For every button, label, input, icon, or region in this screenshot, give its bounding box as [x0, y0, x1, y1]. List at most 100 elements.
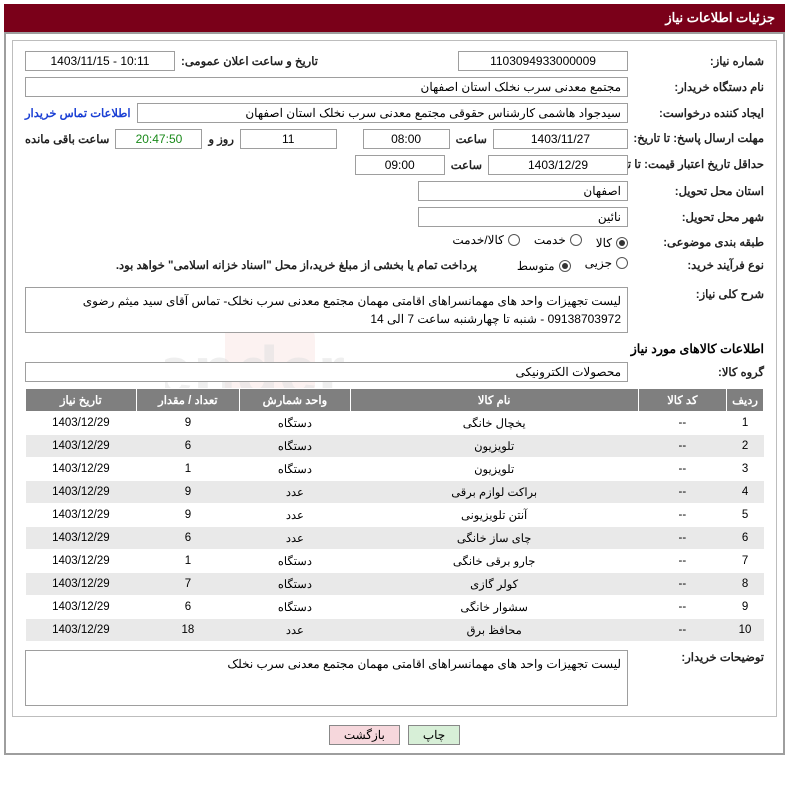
table-cell: 4	[727, 481, 764, 504]
subject-radio-option[interactable]: کالا	[596, 236, 628, 250]
table-cell: چای ساز خانگی	[350, 527, 638, 550]
table-row: 8--کولر گازیدستگاه71403/12/29	[26, 573, 764, 596]
table-cell: عدد	[240, 619, 351, 642]
table-cell: سشوار خانگی	[350, 596, 638, 619]
table-cell: جارو برقی خانگی	[350, 550, 638, 573]
table-cell: عدد	[240, 481, 351, 504]
label-requester: ایجاد کننده درخواست:	[634, 106, 764, 120]
table-cell: تلویزیون	[350, 435, 638, 458]
field-announce-dt: 1403/11/15 - 10:11	[25, 51, 175, 71]
subject-radio-option[interactable]: خدمت	[534, 233, 582, 247]
table-cell: --	[638, 596, 727, 619]
label-goods-group: گروه کالا:	[634, 365, 764, 379]
payment-note: پرداخت تمام یا بخشی از مبلغ خرید،از محل …	[116, 258, 477, 272]
table-cell: 6	[136, 596, 239, 619]
table-cell: 6	[727, 527, 764, 550]
field-reply-days: 11	[240, 129, 337, 149]
table-cell: 18	[136, 619, 239, 642]
table-cell: عدد	[240, 504, 351, 527]
buyer-contact-link[interactable]: اطلاعات تماس خریدار	[25, 106, 131, 120]
radio-label: جزیی	[585, 256, 612, 270]
table-cell: براکت لوازم برقی	[350, 481, 638, 504]
table-cell: 1403/12/29	[26, 458, 137, 481]
table-cell: آنتن تلویزیونی	[350, 504, 638, 527]
label-purchase-type: نوع فرآیند خرید:	[634, 258, 764, 272]
label-delivery-prov: استان محل تحویل:	[634, 184, 764, 198]
table-cell: 1	[727, 412, 764, 435]
field-goods-group: محصولات الکترونیکی	[25, 362, 628, 382]
section-goods-info: اطلاعات کالاهای مورد نیاز	[25, 341, 764, 356]
label-reply-deadline: مهلت ارسال پاسخ: تا تاریخ:	[634, 132, 764, 147]
table-row: 4--براکت لوازم برقیعدد91403/12/29	[26, 481, 764, 504]
table-cell: 1	[136, 458, 239, 481]
field-requester: سیدجواد هاشمی کارشناس حقوقی مجتمع معدنی …	[137, 103, 628, 123]
table-header-cell: تاریخ نیاز	[26, 389, 137, 412]
radio-label: خدمت	[534, 233, 566, 247]
table-cell: کولر گازی	[350, 573, 638, 596]
radio-icon	[616, 237, 628, 249]
table-cell: --	[638, 619, 727, 642]
table-cell: 1403/12/29	[26, 550, 137, 573]
radio-label: کالا	[596, 236, 612, 250]
table-cell: 1403/12/29	[26, 619, 137, 642]
table-header-cell: ردیف	[727, 389, 764, 412]
table-cell: --	[638, 504, 727, 527]
radio-label: متوسط	[517, 259, 555, 273]
table-cell: دستگاه	[240, 458, 351, 481]
label-time1: ساعت	[456, 132, 487, 146]
field-general-desc: لیست تجهیزات واحد های مهمانسراهای اقامتی…	[25, 287, 628, 333]
table-cell: محافظ برق	[350, 619, 638, 642]
table-cell: 5	[727, 504, 764, 527]
table-row: 9--سشوار خانگیدستگاه61403/12/29	[26, 596, 764, 619]
table-cell: --	[638, 458, 727, 481]
table-cell: --	[638, 550, 727, 573]
table-cell: 1403/12/29	[26, 481, 137, 504]
field-delivery-prov: اصفهان	[418, 181, 628, 201]
table-cell: دستگاه	[240, 550, 351, 573]
panel-header: جزئیات اطلاعات نیاز	[4, 4, 785, 32]
table-row: 10--محافظ برقعدد181403/12/29	[26, 619, 764, 642]
table-row: 5--آنتن تلویزیونیعدد91403/12/29	[26, 504, 764, 527]
subject-radio-group: کالا خدمت کالا/خدمت	[438, 233, 628, 250]
purchase-radio-option[interactable]: جزیی	[585, 256, 628, 270]
table-row: 6--چای ساز خانگیعدد61403/12/29	[26, 527, 764, 550]
table-cell: 9	[136, 504, 239, 527]
table-row: 1--یخچال خانگیدستگاه91403/12/29	[26, 412, 764, 435]
table-cell: دستگاه	[240, 596, 351, 619]
table-cell: 1403/12/29	[26, 435, 137, 458]
table-cell: 2	[727, 435, 764, 458]
table-header-cell: واحد شمارش	[240, 389, 351, 412]
table-cell: 1	[136, 550, 239, 573]
field-buyer-notes: لیست تجهیزات واحد های مهمانسراهای اقامتی…	[25, 650, 628, 706]
radio-icon	[559, 260, 571, 272]
field-buyer-org: مجتمع معدنی سرب نخلک استان اصفهان	[25, 77, 628, 97]
print-button[interactable]: چاپ	[408, 725, 460, 745]
radio-label: کالا/خدمت	[452, 233, 503, 247]
table-header-cell: تعداد / مقدار	[136, 389, 239, 412]
field-reply-date: 1403/11/27	[493, 129, 628, 149]
table-cell: --	[638, 435, 727, 458]
table-cell: 7	[727, 550, 764, 573]
subject-radio-option[interactable]: کالا/خدمت	[452, 233, 519, 247]
table-cell: 1403/12/29	[26, 504, 137, 527]
table-row: 2--تلویزیوندستگاه61403/12/29	[26, 435, 764, 458]
purchase-radio-option[interactable]: متوسط	[517, 259, 571, 273]
label-price-valid: حداقل تاریخ اعتبار قیمت: تا تاریخ:	[634, 158, 764, 173]
field-need-no: 1103094933000009	[458, 51, 628, 71]
field-countdown: 20:47:50	[115, 129, 202, 149]
table-cell: یخچال خانگی	[350, 412, 638, 435]
label-buyer-notes: توضیحات خریدار:	[634, 650, 764, 664]
label-buyer-org: نام دستگاه خریدار:	[634, 80, 764, 94]
label-subject-class: طبقه بندی موضوعی:	[634, 235, 764, 249]
field-price-date: 1403/12/29	[488, 155, 628, 175]
label-announce-dt: تاریخ و ساعت اعلان عمومی:	[181, 54, 318, 68]
label-general-desc: شرح کلی نیاز:	[634, 287, 764, 301]
back-button[interactable]: بازگشت	[329, 725, 400, 745]
purchase-radio-group: جزیی متوسط	[503, 256, 628, 273]
table-cell: --	[638, 527, 727, 550]
table-cell: دستگاه	[240, 435, 351, 458]
label-days-and: روز و	[208, 132, 233, 146]
inner-frame: شماره نیاز: 1103094933000009 تاریخ و ساع…	[12, 40, 777, 717]
label-time2: ساعت	[451, 158, 482, 172]
field-delivery-city: نائین	[418, 207, 628, 227]
